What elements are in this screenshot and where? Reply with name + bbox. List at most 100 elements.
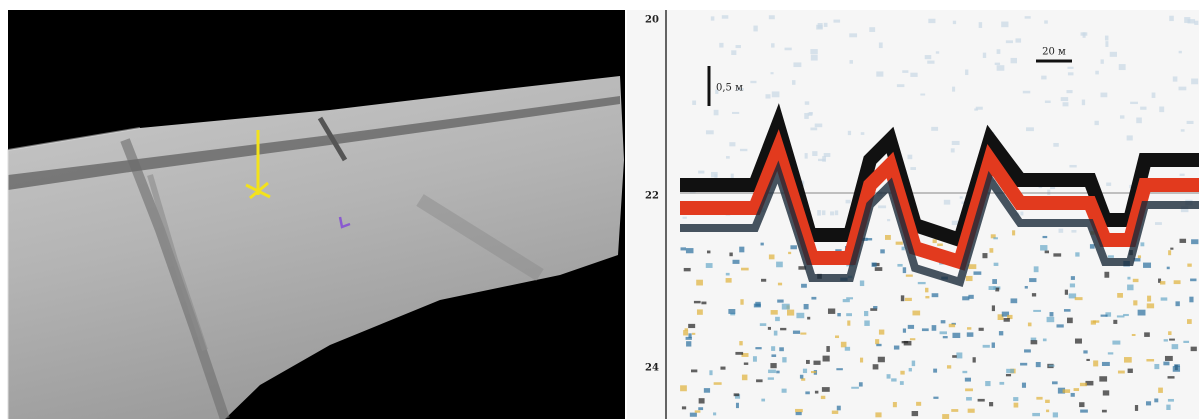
noise-speck — [1163, 361, 1170, 366]
noise-speck — [1024, 285, 1028, 289]
noise-speck — [755, 301, 761, 307]
noise-speck — [869, 27, 876, 32]
noise-speck — [899, 381, 904, 385]
noise-speck — [948, 323, 956, 328]
edge — [7, 127, 141, 419]
noise-speck — [1073, 388, 1080, 392]
noise-speck — [858, 382, 863, 387]
noise-speck — [1033, 266, 1039, 273]
noise-speck — [1158, 387, 1163, 393]
noise-speck — [701, 301, 707, 305]
noise-speck — [1079, 402, 1085, 408]
noise-speck — [993, 262, 999, 266]
noise-speck — [1191, 78, 1199, 85]
noise-speck — [925, 287, 929, 293]
noise-speck — [939, 331, 947, 335]
noise-speck — [721, 15, 729, 19]
noise-speck — [982, 344, 990, 348]
noise-speck — [916, 401, 922, 406]
noise-speck — [872, 364, 879, 370]
noise-speck — [992, 279, 997, 284]
noise-speck — [691, 369, 698, 373]
noise-speck — [823, 153, 831, 157]
noise-speck — [817, 22, 823, 29]
noise-speck — [1127, 284, 1134, 291]
noise-speck — [1160, 297, 1168, 301]
noise-speck — [1060, 97, 1069, 102]
noise-speck — [765, 94, 771, 99]
noise-speck — [1101, 409, 1107, 413]
noise-speck — [770, 310, 778, 315]
noise-speck — [946, 365, 952, 369]
noise-speck — [756, 379, 763, 383]
noise-speck — [840, 341, 847, 348]
noise-speck — [741, 353, 749, 357]
noise-speck — [1131, 333, 1136, 337]
noise-speck — [893, 345, 900, 350]
noise-speck — [875, 412, 882, 418]
noise-speck — [1119, 115, 1125, 119]
noise-speck — [849, 60, 853, 64]
noise-speck — [781, 303, 790, 310]
noise-speck — [982, 52, 987, 58]
noise-speck — [1146, 359, 1155, 362]
noise-speck — [1163, 339, 1168, 342]
noise-speck — [703, 388, 711, 393]
noise-speck — [710, 16, 715, 21]
noise-speck — [1169, 338, 1175, 341]
noise-speck — [1104, 35, 1109, 41]
noise-speck — [770, 363, 777, 369]
noise-speck — [864, 310, 869, 317]
noise-speck — [836, 368, 843, 371]
noise-speck — [996, 49, 1001, 54]
noise-speck — [768, 369, 776, 374]
noise-speck — [787, 309, 795, 316]
noise-speck — [836, 405, 841, 411]
noise-speck — [812, 151, 818, 156]
noise-speck — [1001, 311, 1010, 317]
noise-speck — [1140, 242, 1145, 247]
noise-speck — [989, 248, 994, 253]
noise-speck — [903, 340, 912, 346]
noise-speck — [1047, 189, 1051, 196]
noise-speck — [900, 370, 905, 375]
noise-speck — [715, 89, 719, 94]
noise-speck — [767, 377, 774, 380]
noise-speck — [713, 412, 717, 416]
noise-speck — [1179, 173, 1185, 176]
noise-speck — [1040, 245, 1048, 251]
scar — [317, 116, 348, 162]
noise-speck — [1191, 239, 1199, 245]
noise-speck — [990, 234, 996, 239]
noise-speck — [886, 374, 891, 379]
noise-speck — [1100, 59, 1104, 64]
noise-speck — [1104, 271, 1110, 278]
noise-speck — [803, 303, 809, 310]
noise-speck — [952, 20, 957, 25]
noise-speck — [713, 109, 719, 116]
noise-speck — [1074, 338, 1082, 344]
noise-speck — [1082, 32, 1086, 38]
noise-speck — [1003, 318, 1010, 322]
noise-speck — [1112, 340, 1121, 345]
noise-speck — [999, 381, 1005, 385]
noise-speck — [962, 370, 968, 374]
noise-speck — [996, 65, 1005, 71]
noise-speck — [810, 127, 818, 131]
noise-speck — [761, 398, 766, 402]
noise-speck — [1107, 352, 1114, 355]
noise-speck — [817, 158, 826, 162]
seismic-panel: 0,5 м 20 м 20 22 24 — [627, 10, 1199, 419]
noise-speck — [847, 320, 851, 326]
noise-speck — [689, 412, 697, 417]
noise-speck — [907, 324, 915, 329]
noise-speck — [1194, 20, 1199, 25]
noise-speck — [1180, 129, 1185, 132]
noise-speck — [1144, 332, 1150, 337]
noise-speck — [942, 336, 948, 339]
noise-speck — [735, 45, 741, 49]
noise-speck — [1005, 40, 1013, 44]
noise-speck — [1046, 409, 1050, 413]
noise-speck — [720, 366, 726, 370]
noise-speck — [804, 153, 808, 159]
